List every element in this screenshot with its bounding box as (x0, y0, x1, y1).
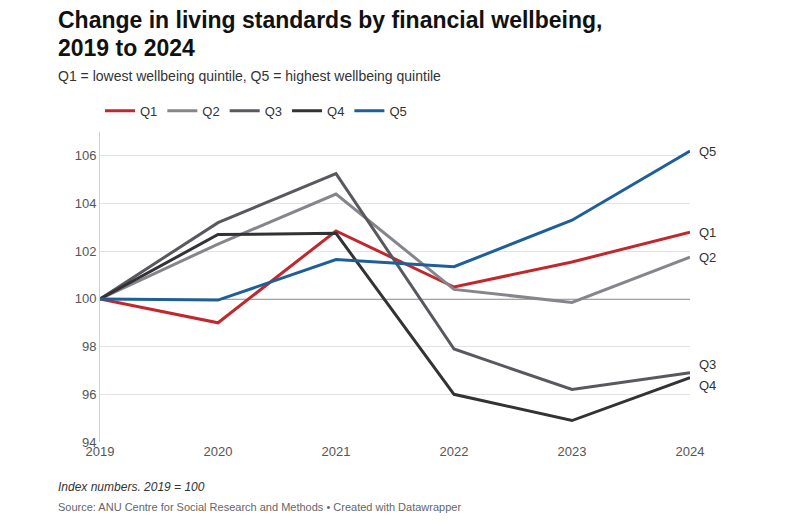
html-text:Index numbers. 2019 = 100: Index numbers. 2019 = 100 (58, 480, 205, 494)
svg-text:Q1: Q1 (140, 104, 157, 119)
svg-text:106: 106 (75, 148, 97, 163)
svg-text:96: 96 (82, 387, 96, 402)
svg-text:2019: 2019 (86, 444, 115, 459)
svg-text:102: 102 (75, 244, 97, 259)
svg-text:Q2: Q2 (202, 104, 219, 119)
svg-text:Q5: Q5 (699, 144, 716, 159)
html-text:Q1 = lowest wellbeing quintile: Q1 = lowest wellbeing quintile, Q5 = hig… (58, 68, 441, 84)
svg-text:104: 104 (75, 196, 97, 211)
svg-text:Q3: Q3 (265, 104, 282, 119)
html-text:Change in living standards by: Change in living standards by financial … (58, 7, 603, 61)
svg-text:2023: 2023 (558, 444, 587, 459)
svg-text:2022: 2022 (440, 444, 469, 459)
svg-text:Q4: Q4 (327, 104, 344, 119)
svg-text:2020: 2020 (204, 444, 233, 459)
svg-text:Q2: Q2 (699, 250, 716, 265)
svg-text:98: 98 (82, 339, 96, 354)
svg-text:100: 100 (75, 291, 97, 306)
svg-text:Q1: Q1 (699, 225, 716, 240)
svg-text:Q4: Q4 (699, 378, 716, 393)
svg-text:2024: 2024 (676, 444, 705, 459)
svg-text:94: 94 (82, 435, 96, 450)
svg-text:2021: 2021 (322, 444, 351, 459)
html-text:Source: ANU Centre for Social: Source: ANU Centre for Social Research a… (58, 501, 462, 513)
svg-text:Q3: Q3 (699, 357, 716, 372)
svg-text:Q5: Q5 (389, 104, 406, 119)
